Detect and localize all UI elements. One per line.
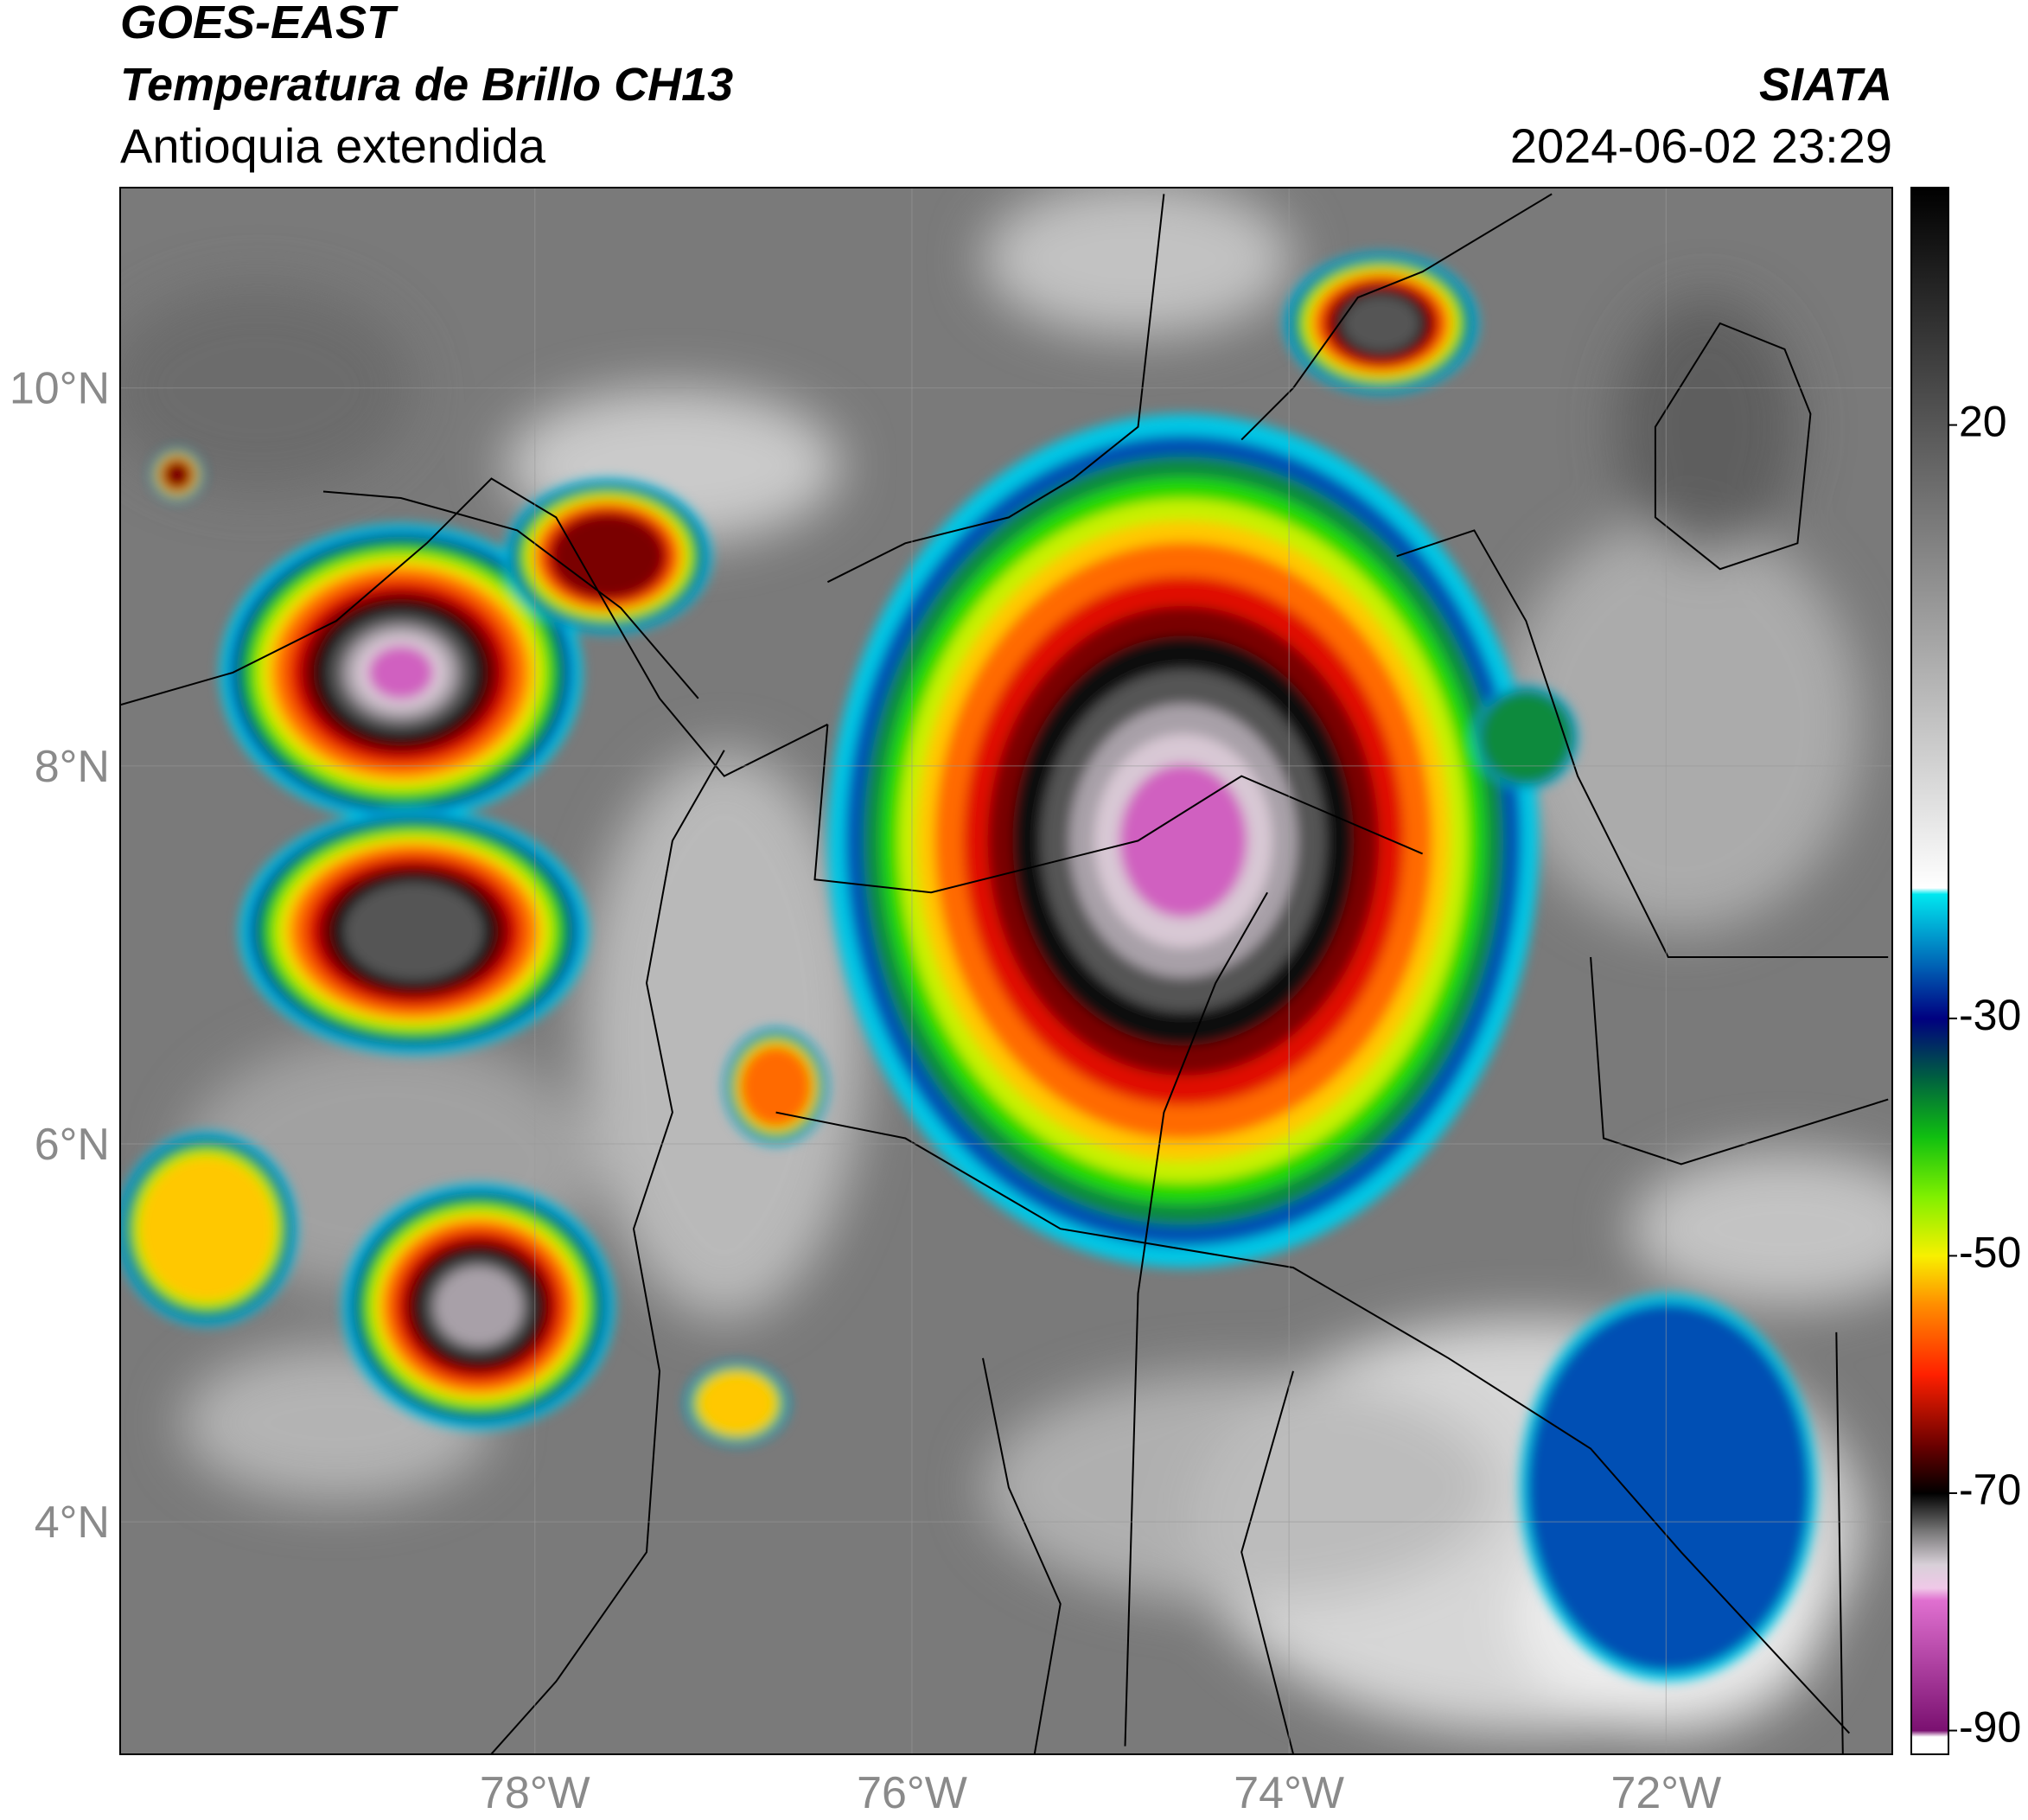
- colorbar-segment: [1911, 1600, 1948, 1732]
- border: [1240, 193, 1553, 441]
- title: GOES-EAST: [120, 0, 399, 48]
- datetime: 2024-06-02 23:29: [1510, 118, 1892, 173]
- colorbar-tick-label: -70: [1959, 1466, 2021, 1514]
- border: [982, 1357, 1062, 1754]
- colorbar-tick-label: 20: [1959, 398, 2007, 446]
- lat-tick-label: 6°N: [35, 1120, 110, 1170]
- region: Antioquia extendida: [120, 118, 546, 173]
- storm-level: [1119, 763, 1247, 918]
- cloud: [983, 188, 1293, 336]
- border: [1124, 891, 1268, 1747]
- colorbar-segment: [1911, 1587, 1948, 1601]
- subtitle: Temperatura de Brillo CH13: [120, 59, 733, 111]
- lat-tick-label: 4°N: [35, 1498, 110, 1548]
- storm-level: [368, 645, 434, 699]
- cloud: [982, 1370, 1501, 1605]
- colorbar-segment: [1911, 1493, 1948, 1529]
- lon-tick-label: 74°W: [1234, 1768, 1344, 1816]
- storm-level: [138, 1156, 275, 1302]
- colorbar-segment: [1911, 1196, 1948, 1256]
- lon-tick-label: 78°W: [480, 1768, 590, 1816]
- colorbar-frame: [1910, 187, 1949, 1755]
- storm-level: [1527, 1303, 1810, 1672]
- colorbar-segment: [1911, 1018, 1948, 1079]
- border: [490, 750, 725, 1754]
- colorbar-tick-label: -50: [1959, 1229, 2021, 1277]
- storm-level: [698, 1372, 776, 1435]
- map-overlay: 78°W 76°W 74°W 72°W 10°N 8°N 6°N 4°N 20 -30 -50 -70…: [10, 187, 2021, 1818]
- cloud: [1617, 297, 1798, 557]
- colorbar-segment: [1911, 1736, 1948, 1755]
- colorbar-segment: [1911, 1255, 1948, 1304]
- storm-level: [551, 513, 665, 599]
- lat-tick-label: 8°N: [35, 742, 110, 792]
- storm-level: [739, 1045, 813, 1127]
- source: SIATA: [1759, 59, 1892, 111]
- border: [1240, 1370, 1294, 1754]
- cloud: [582, 750, 867, 1319]
- cloud: [1500, 517, 1863, 932]
- border: [120, 477, 828, 777]
- colorbar-tick-label: -90: [1959, 1703, 2021, 1752]
- colorbar-segment: [1911, 971, 1948, 1019]
- border: [1396, 529, 1889, 958]
- colorbar-segment: [1911, 1446, 1948, 1494]
- cloud: [1629, 1151, 1892, 1306]
- border: [1835, 1331, 1844, 1754]
- lon-tick-label: 76°W: [857, 1768, 967, 1816]
- lon-tick-label: 72°W: [1610, 1768, 1721, 1816]
- colorbar-segment: [1911, 1529, 1948, 1565]
- colorbar-segment: [1911, 1077, 1948, 1138]
- map-imagery: [120, 188, 1892, 1754]
- storm-level: [435, 1267, 522, 1346]
- colorbar-segment: [1911, 1730, 1948, 1737]
- border: [813, 724, 1423, 894]
- lat-tick-label: 10°N: [10, 364, 110, 414]
- colorbar-segment: [1911, 1303, 1948, 1376]
- border: [1590, 956, 1889, 1165]
- colorbar-segment: [1911, 188, 1948, 889]
- colorbar-segment: [1911, 1137, 1948, 1197]
- colorbar-tick-label: -30: [1959, 991, 2021, 1039]
- map-frame: [119, 187, 1893, 1755]
- storm-level: [1479, 690, 1573, 784]
- storm-level: [163, 460, 192, 489]
- storm-level: [1342, 295, 1420, 352]
- colorbar-segment: [1911, 1374, 1948, 1446]
- colorbar-segment: [1911, 1564, 1948, 1589]
- colorbar-segment: [1911, 893, 1948, 972]
- colorbar-segment: [1911, 887, 1948, 895]
- border: [322, 490, 699, 699]
- storm-level: [343, 882, 484, 980]
- storm-cells: [120, 252, 1817, 1682]
- borders: [120, 193, 1889, 1754]
